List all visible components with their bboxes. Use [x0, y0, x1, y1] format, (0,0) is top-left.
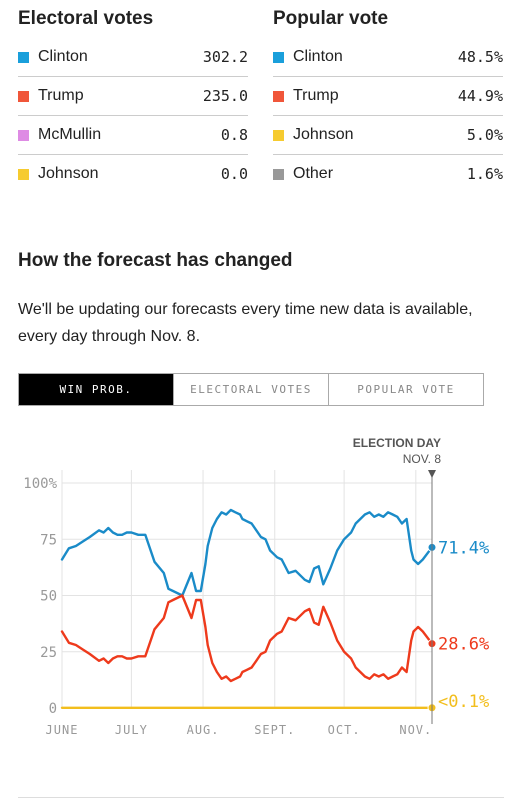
election-day-date: NOV. 8 — [403, 452, 442, 466]
popular-vote-title: Popular vote — [273, 8, 389, 29]
chart-grid — [61, 470, 432, 709]
tab-electoral-votes[interactable]: ELECTORAL VOTES — [173, 374, 328, 405]
chart-tabs: WIN PROB. ELECTORAL VOTES POPULAR VOTE — [18, 373, 484, 406]
color-swatch — [273, 129, 284, 141]
candidate-name: Other — [293, 165, 334, 182]
election-day-title: ELECTION DAY — [353, 436, 441, 450]
electoral-row-trump: Trump 235.0 — [18, 76, 248, 115]
x-tick-label: JULY — [115, 723, 148, 737]
candidate-value: 48.5% — [457, 48, 503, 66]
color-swatch — [273, 90, 284, 102]
color-swatch — [18, 90, 29, 102]
series-end-label: 71.4% — [438, 538, 489, 558]
electoral-row-johnson: Johnson 0.0 — [18, 154, 248, 193]
candidate-name: McMullin — [38, 126, 102, 143]
candidate-name: Johnson — [293, 126, 354, 143]
electoral-votes-table: Electoral votes Clinton 302.2 Trump 235.… — [18, 0, 248, 193]
x-tick-label: AUG. — [187, 723, 220, 737]
candidate-name: Clinton — [38, 48, 88, 65]
popular-row-trump: Trump 44.9% — [273, 76, 503, 115]
chart-series — [60, 508, 437, 713]
y-tick-label: 0 — [49, 701, 57, 717]
section-title: How the forecast has changed — [18, 250, 293, 271]
candidate-name: Trump — [38, 87, 84, 104]
y-tick-label: 75 — [40, 532, 57, 548]
x-tick-label: NOV. — [399, 723, 432, 737]
x-tick-label: OCT. — [328, 723, 361, 737]
section-description: We'll be updating our forecasts every ti… — [18, 301, 473, 345]
forecast-chart: 0 25 50 75 100% JUNE JULY AUG. SEPT. OCT. NOV. 71.4… — [23, 436, 489, 737]
popular-row-johnson: Johnson 5.0% — [273, 115, 503, 154]
candidate-name: Trump — [293, 87, 339, 104]
electoral-row-mcmullin: McMullin 0.8 — [18, 115, 248, 154]
color-swatch — [18, 168, 29, 180]
popular-row-clinton: Clinton 48.5% — [273, 38, 503, 76]
series-end-label: 28.6% — [438, 635, 489, 655]
candidate-value: 44.9% — [457, 87, 503, 105]
series-line-clinton — [60, 508, 434, 597]
series-end-label: <0.1% — [438, 692, 489, 712]
candidate-value: 0.8 — [220, 126, 248, 144]
chart-labels: 0 25 50 75 100% JUNE JULY AUG. SEPT. OCT. NOV. 71.4… — [23, 476, 489, 737]
color-swatch — [273, 51, 284, 63]
candidate-name: Clinton — [293, 48, 343, 65]
color-swatch — [18, 129, 29, 141]
y-tick-label: 25 — [40, 645, 57, 661]
series-line-trump — [60, 594, 434, 683]
election-day-arrow-icon — [428, 470, 436, 478]
candidate-value: 0.0 — [220, 165, 248, 183]
color-swatch — [273, 168, 284, 180]
electoral-row-clinton: Clinton 302.2 — [18, 38, 248, 76]
color-swatch — [18, 51, 29, 63]
popular-row-other: Other 1.6% — [273, 154, 503, 193]
candidate-value: 302.2 — [202, 48, 248, 66]
electoral-votes-title: Electoral votes — [18, 8, 154, 29]
candidate-value: 1.6% — [466, 165, 503, 183]
x-tick-label: JUNE — [46, 723, 79, 737]
y-tick-label: 50 — [40, 589, 57, 605]
candidate-name: Johnson — [38, 165, 99, 182]
x-tick-label: SEPT. — [254, 723, 295, 737]
popular-vote-table: Popular vote Clinton 48.5% Trump 44.9% J… — [273, 0, 503, 193]
candidate-value: 235.0 — [202, 87, 248, 105]
election-day-marker: ELECTION DAY NOV. 8 — [353, 436, 442, 724]
tab-popular-vote[interactable]: POPULAR VOTE — [328, 374, 483, 405]
bottom-divider — [18, 797, 504, 798]
tab-win-prob[interactable]: WIN PROB. — [19, 374, 173, 405]
y-tick-label: 100% — [23, 476, 57, 492]
candidate-value: 5.0% — [466, 126, 503, 144]
